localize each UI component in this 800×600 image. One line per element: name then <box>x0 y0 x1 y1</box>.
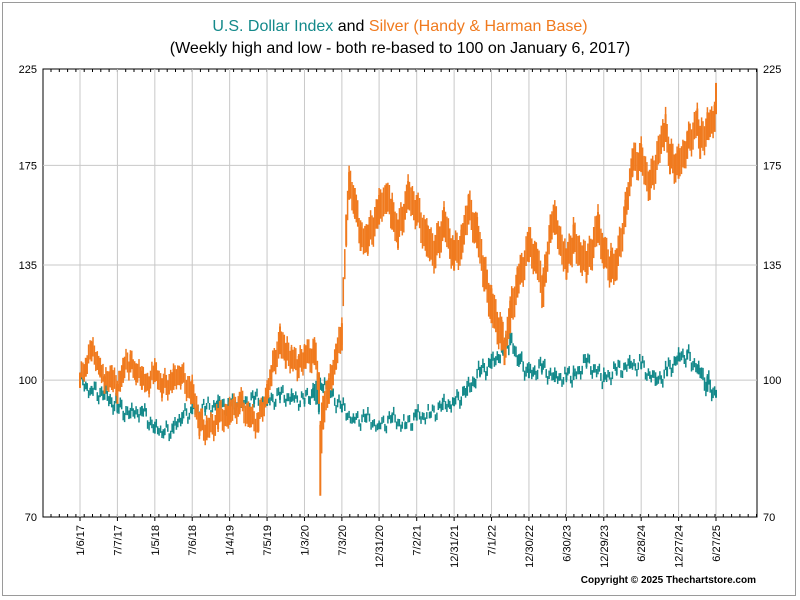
chart-title: U.S. Dollar Index and Silver (Handy & Ha… <box>0 18 800 36</box>
x-tick-label: 7/7/17 <box>112 525 124 556</box>
y-tick-label-right: 225 <box>763 64 781 76</box>
copyright-notice: Copyright © 2025 Thechartstore.com <box>580 575 756 586</box>
chart-subtitle: (Weekly high and low - both re-based to … <box>169 40 631 57</box>
x-tick-label: 1/4/19 <box>225 525 237 556</box>
x-tick-label: 1/3/20 <box>299 525 311 556</box>
title-connector: and <box>337 18 365 35</box>
x-tick-label: 12/30/22 <box>524 525 536 568</box>
x-tick-label: 7/1/22 <box>487 525 499 556</box>
y-tick-label-right: 175 <box>763 160 781 172</box>
x-tick-label: 6/30/23 <box>561 525 573 562</box>
x-tick-label: 7/6/18 <box>187 525 199 556</box>
silver-series <box>79 82 717 496</box>
y-tick-label-left: 175 <box>19 160 37 172</box>
title-usd-series-name: U.S. Dollar Index <box>212 18 334 35</box>
y-tick-label-left: 100 <box>19 375 37 387</box>
x-tick-label: 12/29/23 <box>599 525 611 568</box>
x-tick-label: 12/31/20 <box>374 525 386 568</box>
x-tick-label: 12/31/21 <box>449 525 461 568</box>
x-tick-label: 6/28/24 <box>636 525 648 562</box>
x-tick-label: 1/5/18 <box>150 525 162 556</box>
y-tick-label-right: 100 <box>763 375 781 387</box>
usd-index-series <box>79 328 717 442</box>
x-tick-label: 12/27/24 <box>674 525 686 568</box>
x-tick-label: 7/2/21 <box>412 525 424 556</box>
x-tick-label: 7/3/20 <box>337 525 349 556</box>
x-tick-label: 1/6/17 <box>75 525 87 556</box>
y-tick-label-right: 70 <box>763 512 775 524</box>
x-tick-label: 6/27/25 <box>711 525 723 562</box>
y-tick-label-right: 135 <box>763 260 781 272</box>
y-tick-label-left: 225 <box>19 64 37 76</box>
plot-area <box>42 68 758 518</box>
y-tick-label-left: 135 <box>19 260 37 272</box>
x-tick-label: 7/5/19 <box>262 525 274 556</box>
y-tick-label-left: 70 <box>25 512 37 524</box>
title-silver-series-name: Silver (Handy & Harman Base) <box>368 18 588 35</box>
